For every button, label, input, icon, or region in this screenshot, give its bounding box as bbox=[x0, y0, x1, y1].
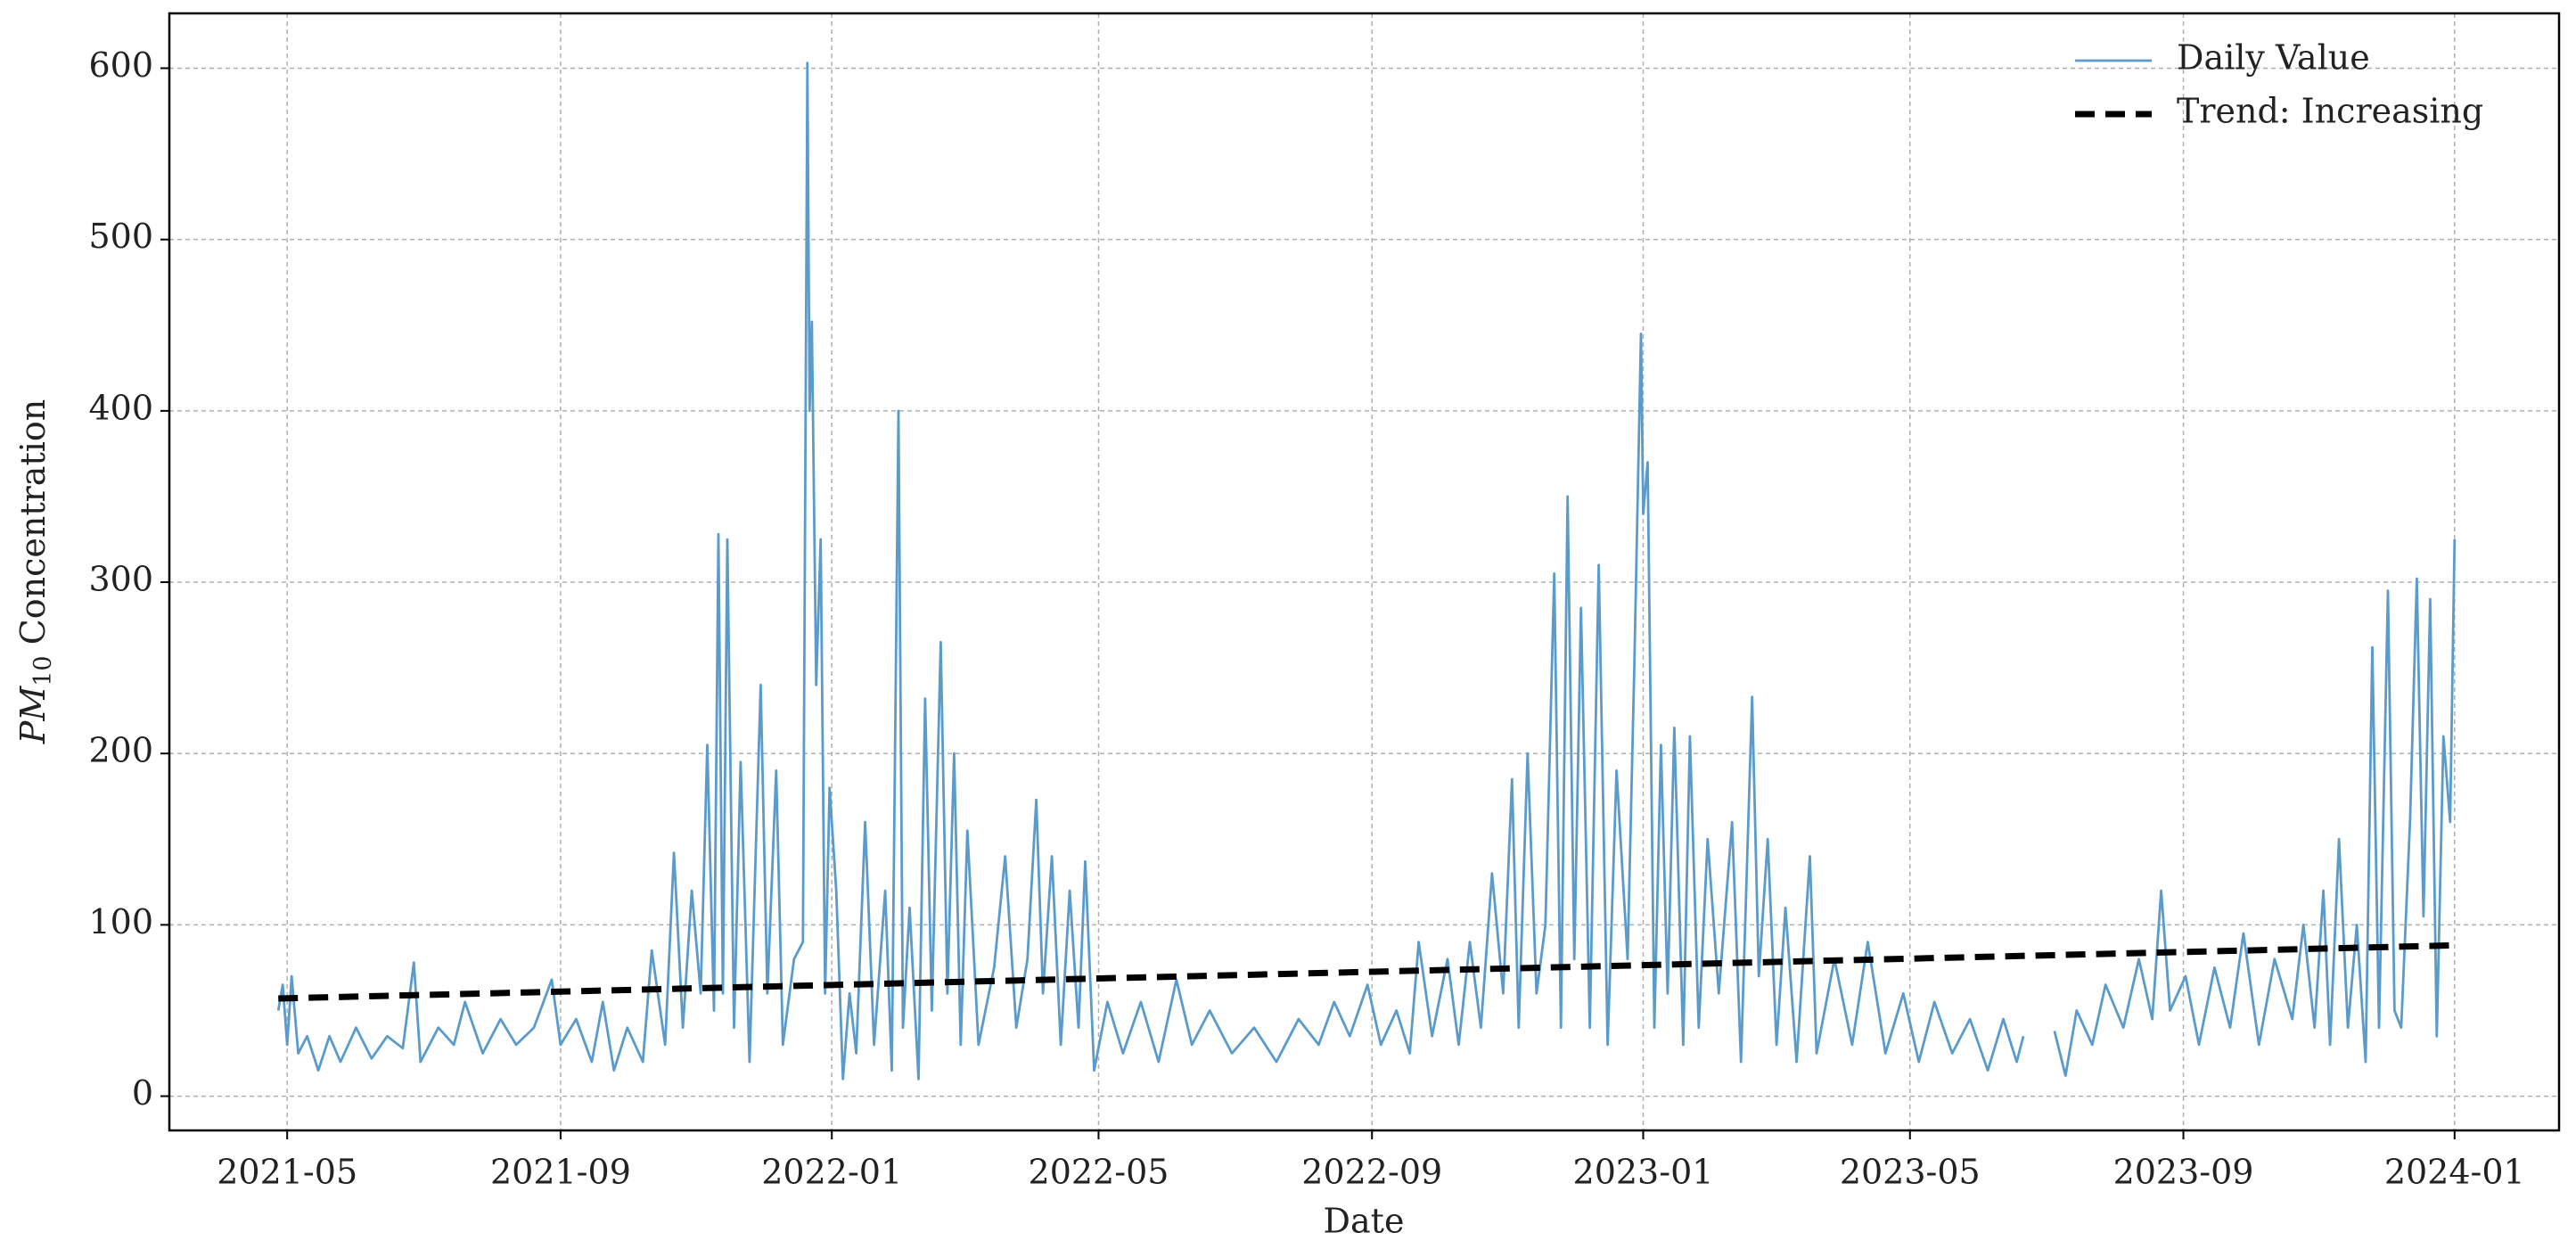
axes-frame bbox=[168, 12, 2561, 1132]
x-tick-label: 2022-01 bbox=[761, 1153, 902, 1192]
y-label-part: PM bbox=[13, 686, 53, 745]
grid bbox=[169, 13, 2559, 1130]
y-tick-label: 0 bbox=[132, 1073, 153, 1113]
y-tick-label: 200 bbox=[88, 731, 153, 770]
plot bbox=[276, 62, 2457, 1081]
x-tick-label: 2022-05 bbox=[1029, 1153, 1169, 1192]
x-tick-label: 2023-09 bbox=[2113, 1153, 2254, 1192]
legend: Daily Value Trend: Increasing bbox=[2075, 38, 2483, 131]
x-tick-label: 2023-05 bbox=[1840, 1153, 1981, 1192]
y-label-part: Concentration bbox=[13, 399, 53, 656]
x-tick-label: 2022-09 bbox=[1301, 1153, 1442, 1192]
x-tick-label: 2023-01 bbox=[1573, 1153, 1714, 1192]
x-tick-label: 2021-09 bbox=[490, 1153, 631, 1192]
y-label-sub: 10 bbox=[29, 655, 57, 686]
axes: 0 100 200 300 400 500 600 2021-05 2021-09 2022-01… bbox=[88, 45, 2524, 1192]
x-tick-label: 2021-05 bbox=[217, 1153, 357, 1192]
x-tick-label: 2024-01 bbox=[2384, 1153, 2525, 1192]
x-axis-label: Date bbox=[1324, 1202, 1405, 1241]
y-tick-label: 300 bbox=[88, 560, 153, 599]
data-line bbox=[276, 62, 2457, 1081]
legend-label: Trend: Increasing bbox=[2177, 92, 2483, 131]
y-axis-label: PM10 Concentration bbox=[13, 399, 57, 744]
y-tick-label: 500 bbox=[88, 217, 153, 256]
y-tick-label: 100 bbox=[88, 902, 153, 941]
y-tick-label: 600 bbox=[88, 45, 153, 85]
legend-label: Daily Value bbox=[2177, 38, 2370, 78]
y-tick-label: 400 bbox=[88, 388, 153, 427]
